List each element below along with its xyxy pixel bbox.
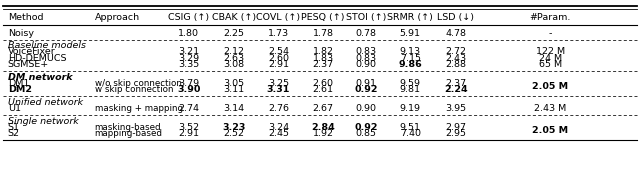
Text: 3.52: 3.52: [178, 123, 200, 132]
Text: U1: U1: [8, 104, 20, 113]
Text: DM2: DM2: [8, 85, 32, 94]
Text: 2.37: 2.37: [445, 79, 467, 88]
Text: PESQ (↑): PESQ (↑): [301, 13, 345, 22]
Text: 2.91: 2.91: [268, 60, 289, 69]
Text: Method: Method: [8, 13, 43, 22]
Text: 2.97: 2.97: [445, 123, 466, 132]
Text: Baseline models: Baseline models: [8, 41, 86, 50]
Text: 3.79: 3.79: [178, 79, 200, 88]
Text: 7.15: 7.15: [400, 54, 420, 63]
Text: DM network: DM network: [8, 73, 72, 81]
Text: 0.78: 0.78: [356, 29, 376, 38]
Text: 0.91: 0.91: [356, 79, 376, 88]
Text: Unified network: Unified network: [8, 98, 83, 107]
Text: STOI (↑): STOI (↑): [346, 13, 387, 22]
Text: 2.76: 2.76: [268, 104, 289, 113]
Text: Single network: Single network: [8, 117, 79, 126]
Text: SRMR (↑): SRMR (↑): [387, 13, 433, 22]
Text: SGMSE+: SGMSE+: [8, 60, 49, 69]
Text: Noisy: Noisy: [8, 29, 34, 38]
Text: 2.84: 2.84: [311, 123, 335, 132]
Text: 122 M: 122 M: [536, 47, 565, 56]
Text: 2.61: 2.61: [313, 85, 333, 94]
Text: 3.25: 3.25: [268, 79, 289, 88]
Text: 2.63: 2.63: [223, 54, 244, 63]
Text: #Param.: #Param.: [530, 13, 571, 22]
Text: 2.43: 2.43: [445, 54, 467, 63]
Text: 2.24: 2.24: [444, 85, 467, 94]
Text: 3.24: 3.24: [268, 123, 289, 132]
Text: 2.74: 2.74: [179, 104, 199, 113]
Text: HD-DEMUCS: HD-DEMUCS: [8, 54, 66, 63]
Text: 2.45: 2.45: [268, 129, 289, 138]
Text: masking + mapping: masking + mapping: [95, 104, 183, 113]
Text: 2.37: 2.37: [312, 60, 334, 69]
Text: 2.67: 2.67: [313, 104, 333, 113]
Text: DM1: DM1: [8, 79, 29, 88]
Text: 2.88: 2.88: [445, 60, 466, 69]
Text: 7.40: 7.40: [400, 129, 420, 138]
Text: 3.23: 3.23: [222, 123, 245, 132]
Text: S2: S2: [8, 129, 20, 138]
Text: 3.11: 3.11: [223, 85, 244, 94]
Text: 3.05: 3.05: [223, 79, 244, 88]
Text: Approach: Approach: [95, 13, 140, 22]
Text: 2.05 M: 2.05 M: [532, 126, 568, 135]
Text: 0.92: 0.92: [355, 85, 378, 94]
Text: 4.78: 4.78: [445, 29, 466, 38]
Text: 5.91: 5.91: [400, 29, 420, 38]
Text: 0.90: 0.90: [356, 104, 376, 113]
Text: 0.83: 0.83: [355, 54, 377, 63]
Text: 9.19: 9.19: [400, 104, 420, 113]
Text: 2.05 M: 2.05 M: [532, 82, 568, 91]
Text: 9.51: 9.51: [400, 123, 420, 132]
Text: 2.52: 2.52: [223, 129, 244, 138]
Text: 2.95: 2.95: [445, 129, 466, 138]
Text: 2.60: 2.60: [313, 79, 333, 88]
Text: CSIG (↑): CSIG (↑): [168, 13, 209, 22]
Text: 3.35: 3.35: [178, 60, 200, 69]
Text: 1.73: 1.73: [268, 29, 289, 38]
Text: 3.90: 3.90: [177, 85, 200, 94]
Text: 2.54: 2.54: [268, 47, 289, 56]
Text: 1.82: 1.82: [313, 47, 333, 56]
Text: 9.13: 9.13: [399, 47, 421, 56]
Text: VoiceFixer: VoiceFixer: [8, 47, 56, 56]
Text: 9.81: 9.81: [400, 85, 420, 94]
Text: S1: S1: [8, 123, 20, 132]
Text: 3.95: 3.95: [445, 104, 467, 113]
Text: 9.59: 9.59: [400, 79, 420, 88]
Text: w/o skip connection: w/o skip connection: [95, 79, 182, 88]
Text: 65 M: 65 M: [539, 60, 562, 69]
Text: 2.91: 2.91: [179, 129, 199, 138]
Text: CBAK (↑): CBAK (↑): [212, 13, 255, 22]
Text: 3.14: 3.14: [223, 104, 244, 113]
Text: 0.92: 0.92: [355, 123, 378, 132]
Text: 2.43 M: 2.43 M: [534, 104, 566, 113]
Text: 2.60: 2.60: [268, 54, 289, 63]
Text: 0.85: 0.85: [356, 129, 376, 138]
Text: 3.08: 3.08: [223, 60, 244, 69]
Text: 3.31: 3.31: [267, 85, 290, 94]
Text: masking-based: masking-based: [95, 123, 161, 132]
Text: 2.12: 2.12: [223, 47, 244, 56]
Text: 1.78: 1.78: [313, 29, 333, 38]
Text: 1.80: 1.80: [179, 29, 199, 38]
Text: 0.83: 0.83: [355, 47, 377, 56]
Text: w skip connection: w skip connection: [95, 85, 173, 94]
Text: mapping-based: mapping-based: [95, 129, 163, 138]
Text: 24 M: 24 M: [539, 54, 562, 63]
Text: 1.92: 1.92: [313, 129, 333, 138]
Text: COVL (↑): COVL (↑): [257, 13, 300, 22]
Text: 3.21: 3.21: [178, 47, 200, 56]
Text: 2.25: 2.25: [223, 29, 244, 38]
Text: 3.29: 3.29: [178, 54, 200, 63]
Text: 1.83: 1.83: [312, 54, 334, 63]
Text: 0.90: 0.90: [356, 60, 376, 69]
Text: -: -: [548, 29, 552, 38]
Text: LSD (↓): LSD (↓): [437, 13, 474, 22]
Text: 2.72: 2.72: [445, 47, 466, 56]
Text: 9.86: 9.86: [398, 60, 422, 69]
